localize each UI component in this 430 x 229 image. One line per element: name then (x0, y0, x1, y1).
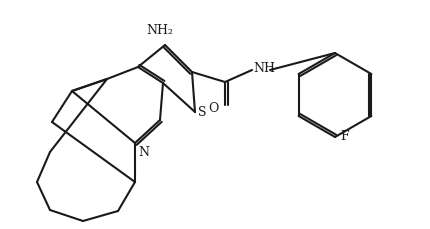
Text: N: N (138, 146, 149, 159)
Text: F: F (340, 131, 349, 144)
Text: O: O (209, 101, 219, 114)
Text: NH₂: NH₂ (147, 24, 173, 37)
Text: S: S (198, 106, 206, 118)
Text: NH: NH (253, 63, 275, 76)
